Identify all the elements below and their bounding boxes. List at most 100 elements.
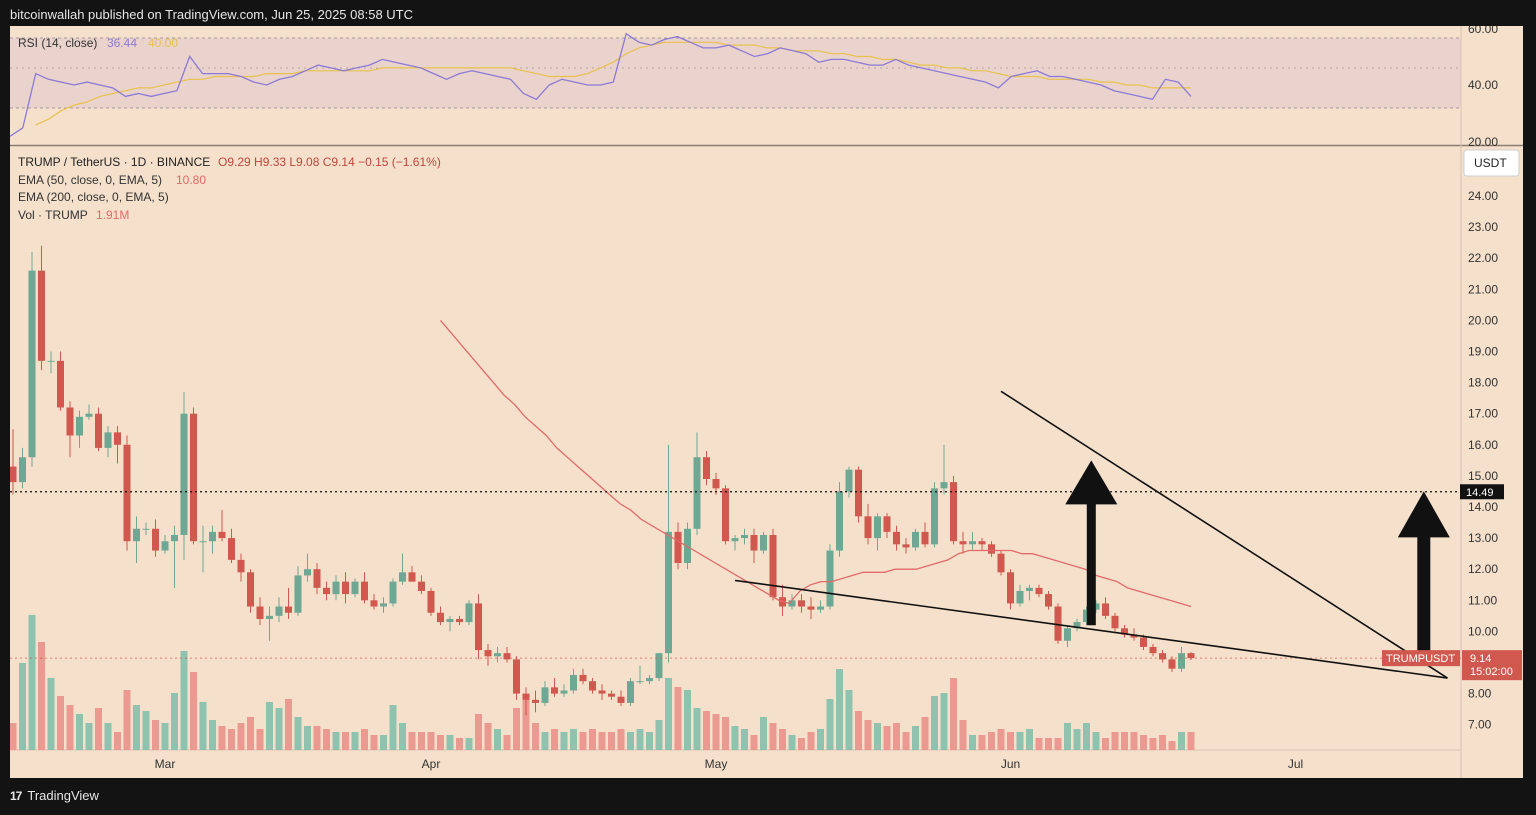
symbol-legend: TRUMP / TetherUS · 1D · BINANCE [18,155,210,169]
currency-box[interactable] [1463,149,1520,177]
volume-bar [418,732,425,750]
candle [104,426,112,458]
candle [256,597,264,626]
candle [475,594,482,660]
volume-bar [180,651,188,750]
volume-bar [1130,732,1138,750]
candle [703,451,710,486]
volume-bar [1178,732,1185,750]
candle [722,485,729,545]
candle [817,600,824,613]
volume-bar [304,726,311,750]
rsi-tick-20: 20.00 [1468,135,1498,149]
volume-bar [788,735,796,750]
volume-bar [237,723,245,750]
volume-bar [950,678,957,750]
candle [1187,652,1195,661]
ema50-line [440,319,1192,608]
footer-brand-label: TradingView [27,788,99,803]
volume-bar [1111,732,1119,750]
candle [237,553,245,582]
volume-bar [209,720,216,750]
volume-bar [741,729,748,750]
volume-bar [484,723,492,750]
candle [693,432,701,535]
candle [636,665,644,685]
candle [731,534,739,551]
candle [1149,643,1157,657]
candle [323,581,330,601]
volume-bar [275,708,283,750]
volume-bar [1102,738,1109,750]
volume-bar [313,726,321,750]
wedge-upper-trendline [1000,390,1448,679]
price-tick: 18.00 [1468,376,1498,390]
candle [266,606,273,641]
candle [912,528,919,551]
candle [28,251,36,467]
price-tick: 8.00 [1468,687,1492,701]
volume-bar [940,693,948,750]
candle [598,684,606,700]
volume-bar [807,732,815,750]
volume-bar [731,726,739,750]
candle [646,674,653,685]
volume-bar [1083,723,1090,750]
candle [304,553,311,582]
volume-bar [1064,723,1071,750]
volume-bar [161,723,169,750]
rsi-ma-line [35,41,1191,126]
rsi-legend-ma-value: 40.00 [148,36,178,50]
price-tick: 14.00 [1468,500,1498,514]
candle [427,587,435,616]
candle [437,606,444,626]
price-chart[interactable]: RSI (14, close) 36.44 40.00 TRUMP / Teth… [10,26,1523,778]
candle [95,407,102,452]
price-tick: 21.00 [1468,282,1498,296]
candle [1054,603,1062,644]
volume-bar [95,708,102,750]
candle [218,510,226,542]
candle [370,594,378,610]
volume-bar [266,702,273,750]
volume-bar [712,714,720,750]
candle [1168,656,1176,672]
volume-bar [133,705,140,750]
volume-bar [874,723,881,750]
candle [161,534,169,554]
volume-bar [1121,732,1128,750]
volume-bar [1187,732,1195,750]
candle [313,562,321,595]
volume-bar [608,732,615,750]
volume-bar [997,729,1005,750]
volume-bar [627,732,634,750]
candle [855,466,862,523]
candle [399,553,406,585]
volume-bar [370,735,378,750]
volume-bar [380,735,387,750]
volume-bar [864,720,872,750]
vol-legend-value: 1.91M [96,208,129,222]
volume-bar [522,699,530,750]
volume-bar [551,729,558,750]
volume-bar [361,729,368,750]
volume-bar [38,642,45,750]
candle [361,572,368,604]
volume-bar [465,738,473,750]
rsi-legend-value: 36.44 [107,36,137,50]
candle [389,578,397,607]
volume-bar [978,735,986,750]
candle [1016,584,1024,607]
volume-bar [57,696,64,750]
candle [826,544,834,610]
volume-bar [969,735,976,750]
time-tick: Jul [1288,757,1303,771]
candle [1064,625,1071,647]
volume-bar [855,711,862,750]
volume-bar [123,690,131,750]
volume-bar [494,729,501,750]
volume-bar [598,732,606,750]
resistance-label: 14.49 [1466,487,1494,499]
candle [57,351,64,411]
volume-bar [351,732,359,750]
